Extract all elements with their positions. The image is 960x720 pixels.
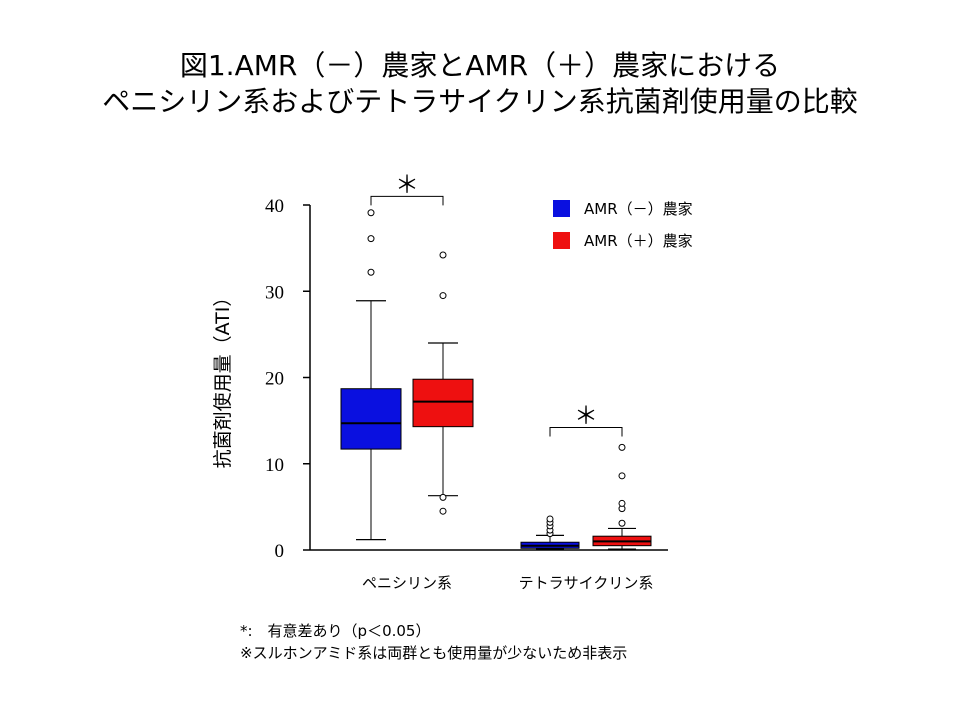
y-tick-label: 0	[275, 541, 285, 562]
outlier-point	[367, 209, 375, 217]
legend-swatch-amr-pos	[553, 232, 570, 249]
y-tick-label: 10	[265, 455, 284, 476]
outlier-point	[439, 493, 447, 501]
legend-label: AMR（－）農家	[584, 200, 693, 218]
significance-note: *: 有意差あり（p＜0.05）	[240, 622, 431, 640]
x-category-label: テトラサイクリン系	[519, 574, 654, 592]
y-axis-label: 抗菌剤使用量（ATI）	[212, 288, 234, 469]
outlier-point	[367, 268, 375, 276]
chart-title-line1: 図1.AMR（－）農家とAMR（＋）農家における	[179, 49, 781, 82]
outlier-point	[618, 499, 626, 507]
box-amr-neg	[340, 388, 402, 450]
outlier-point	[439, 292, 447, 300]
outlier-point	[367, 235, 375, 243]
significance-bracket	[370, 195, 444, 206]
exclusion-note: ※スルホンアミド系は両群とも使用量が少ないため非表示	[240, 644, 628, 662]
y-tick-label: 30	[265, 282, 284, 303]
significance-bracket	[549, 427, 623, 437]
chart-title-line2: ペニシリン系およびテトラサイクリン系抗菌剤使用量の比較	[102, 85, 858, 118]
legend-label: AMR（＋）農家	[584, 232, 693, 250]
outlier-point	[618, 472, 626, 480]
x-category-label: ペニシリン系	[362, 574, 452, 592]
legend-swatch-amr-neg	[553, 200, 570, 217]
outlier-point	[546, 515, 554, 523]
outlier-point	[439, 251, 447, 259]
significance-star: ＊	[395, 170, 419, 198]
box-amr-pos	[412, 378, 474, 428]
y-tick-label: 20	[265, 369, 284, 390]
y-tick-label: 40	[265, 196, 284, 217]
significance-star: ＊	[574, 402, 598, 430]
outlier-point	[618, 519, 626, 527]
outlier-point	[439, 507, 447, 515]
outlier-point	[618, 443, 626, 451]
